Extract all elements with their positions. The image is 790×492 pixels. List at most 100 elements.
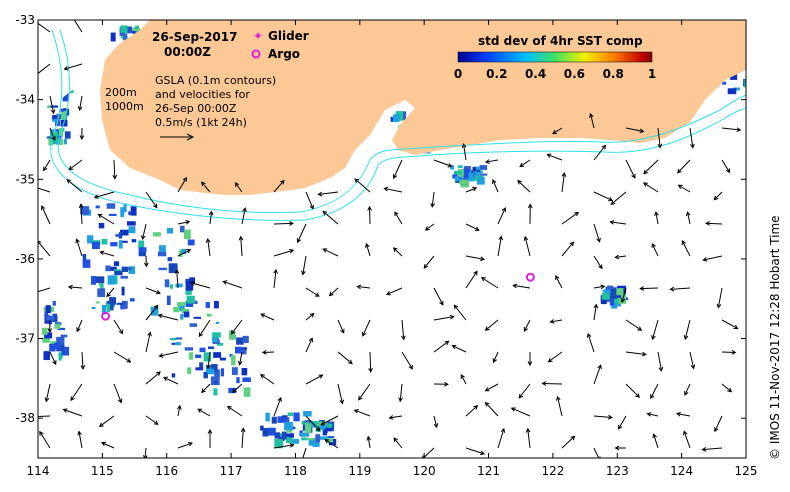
velocity-arrow bbox=[681, 240, 691, 257]
velocity-arrow-head bbox=[677, 168, 682, 174]
velocity-arrow bbox=[590, 113, 595, 129]
velocity-arrow-head bbox=[637, 326, 643, 331]
sst-cell bbox=[181, 248, 187, 254]
sst-cell bbox=[278, 437, 285, 441]
velocity-arrow bbox=[650, 383, 659, 399]
velocity-arrow-head bbox=[347, 359, 353, 365]
velocity-arrow bbox=[465, 405, 478, 417]
velocity-arrow bbox=[647, 413, 659, 417]
velocity-arrow-head bbox=[156, 371, 161, 377]
velocity-arrow bbox=[159, 351, 179, 357]
sst-cell bbox=[97, 288, 106, 298]
sst-cell bbox=[471, 175, 478, 181]
sst-cell bbox=[63, 139, 67, 145]
velocity-arrow-head bbox=[301, 270, 306, 276]
x-tick-label: 124 bbox=[670, 464, 693, 478]
sst-cell bbox=[208, 346, 215, 350]
velocity-arrow bbox=[519, 159, 531, 167]
velocity-arrow-head bbox=[231, 388, 237, 393]
velocity-arrow bbox=[98, 213, 115, 225]
sst-cell bbox=[212, 332, 221, 338]
sst-cell bbox=[292, 438, 299, 444]
velocity-arrow bbox=[318, 191, 339, 196]
velocity-arrow-head bbox=[733, 324, 739, 329]
velocity-arrow bbox=[643, 159, 659, 175]
velocity-arrow bbox=[389, 415, 403, 419]
sst-cell bbox=[476, 169, 481, 172]
sst-cell bbox=[118, 240, 123, 249]
velocity-arrow-head bbox=[240, 427, 246, 433]
sst-cell bbox=[178, 249, 183, 258]
sst-cell bbox=[242, 347, 247, 351]
sst-cell bbox=[306, 437, 315, 441]
velocity-arrow-head bbox=[480, 277, 486, 282]
velocity-arrow-head bbox=[147, 331, 152, 337]
sst-cell bbox=[312, 438, 320, 447]
velocity-arrow-head bbox=[677, 184, 683, 189]
sst-cell bbox=[46, 105, 51, 109]
velocity-arrow bbox=[354, 178, 371, 193]
velocity-arrow bbox=[640, 287, 659, 290]
velocity-arrow bbox=[177, 249, 191, 257]
velocity-arrow bbox=[497, 236, 502, 257]
velocity-arrow bbox=[511, 407, 531, 417]
velocity-arrow-head bbox=[609, 219, 615, 225]
sst-cell bbox=[91, 241, 100, 250]
sst-cell bbox=[95, 276, 105, 284]
velocity-arrow bbox=[43, 159, 51, 171]
argo-float-marker bbox=[525, 272, 535, 282]
velocity-arrow-head bbox=[641, 351, 647, 357]
velocity-arrow-head bbox=[208, 210, 214, 216]
y-tick-label: -37 bbox=[15, 332, 35, 346]
velocity-arrow-head bbox=[197, 408, 203, 413]
velocity-arrow bbox=[561, 172, 565, 193]
sst-cell bbox=[281, 415, 288, 419]
velocity-arrow bbox=[49, 351, 57, 365]
velocity-arrow bbox=[523, 319, 531, 332]
velocity-arrow-head bbox=[705, 221, 710, 226]
sst-cell bbox=[82, 259, 91, 268]
velocity-arrow-head bbox=[315, 426, 321, 432]
sst-cell bbox=[614, 297, 621, 305]
sst-cell bbox=[158, 267, 167, 271]
velocity-arrow-head bbox=[277, 396, 282, 402]
velocity-arrow-head bbox=[589, 112, 594, 118]
sst-cell bbox=[267, 427, 276, 436]
sst-cell bbox=[118, 232, 123, 239]
sst-cell bbox=[210, 364, 218, 372]
velocity-arrow-head bbox=[512, 283, 518, 289]
sst-cell bbox=[220, 368, 225, 377]
sst-cell bbox=[127, 28, 131, 34]
velocity-arrow bbox=[358, 383, 371, 401]
sst-cell bbox=[304, 423, 312, 434]
velocity-arrow bbox=[302, 447, 307, 458]
velocity-arrow-head bbox=[76, 327, 81, 333]
velocity-arrow bbox=[384, 187, 403, 193]
velocity-arrow-head bbox=[70, 396, 75, 402]
sst-cell bbox=[601, 293, 610, 300]
velocity-arrow-head bbox=[713, 195, 719, 201]
velocity-arrow-head bbox=[597, 364, 602, 370]
velocity-arrow-head bbox=[260, 313, 266, 318]
sst-cell bbox=[185, 281, 194, 291]
velocity-arrow bbox=[485, 383, 499, 392]
velocity-arrow bbox=[305, 287, 320, 297]
velocity-arrow-head bbox=[460, 374, 465, 379]
velocity-arrow-head bbox=[610, 200, 616, 205]
velocity-arrow bbox=[453, 304, 467, 321]
sst-cell bbox=[315, 434, 321, 443]
sst-cell bbox=[193, 316, 202, 319]
velocity-arrow bbox=[273, 222, 293, 225]
sst-cell bbox=[183, 311, 190, 318]
velocity-arrow-head bbox=[143, 262, 149, 268]
velocity-arrow bbox=[305, 338, 313, 353]
velocity-arrow bbox=[517, 180, 531, 193]
velocity-arrow-head bbox=[701, 447, 707, 452]
velocity-arrow-head bbox=[716, 303, 722, 309]
sst-cell bbox=[166, 295, 171, 306]
sst-cell bbox=[138, 247, 147, 253]
sst-cell bbox=[240, 349, 247, 355]
velocity-arrow-head bbox=[362, 331, 367, 337]
velocity-arrow-head bbox=[44, 397, 50, 403]
sst-cell bbox=[185, 300, 194, 308]
